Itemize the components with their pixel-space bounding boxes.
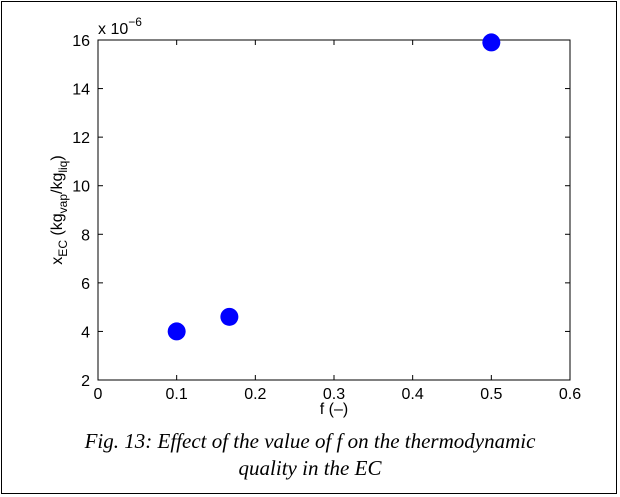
- y-axis-label: xEC (kgvap/kgliq): [49, 155, 70, 264]
- y-tick-label: 14: [72, 82, 90, 99]
- y-tick-label: 8: [81, 227, 90, 244]
- y-tick-label: 6: [81, 276, 90, 293]
- y-tick-label: 12: [72, 130, 90, 147]
- x-axis-label: f (–): [320, 401, 348, 418]
- axis-exponent-label: x 10−6: [98, 15, 142, 38]
- y-tick-label: 2: [81, 373, 90, 390]
- data-point: [220, 307, 239, 326]
- x-tick-label: 0.4: [402, 386, 424, 403]
- y-axis-ticks: 2 4 6 8 10 12 14 16: [72, 33, 570, 390]
- x-tick-label: 0.3: [323, 386, 345, 403]
- y-tick-label: 4: [81, 324, 90, 341]
- y-tick-label: 16: [72, 33, 90, 50]
- figure-caption: Fig. 13: Effect of the value of f on the…: [20, 428, 600, 482]
- x-axis-ticks: 0 0.1 0.2 0.3 0.4 0.5 0.6: [94, 40, 581, 403]
- y-tick-label: 10: [72, 179, 90, 196]
- x-tick-label: 0: [94, 386, 103, 403]
- x-tick-label: 0.2: [244, 386, 266, 403]
- data-point: [482, 33, 501, 52]
- x-tick-label: 0.6: [559, 386, 581, 403]
- data-point: [167, 322, 186, 341]
- caption-line-2: quality in the EC: [238, 456, 382, 480]
- x-tick-label: 0.5: [480, 386, 502, 403]
- caption-line-1: Fig. 13: Effect of the value of f on the…: [84, 429, 536, 453]
- data-points: [167, 33, 501, 341]
- x-tick-label: 0.1: [166, 386, 188, 403]
